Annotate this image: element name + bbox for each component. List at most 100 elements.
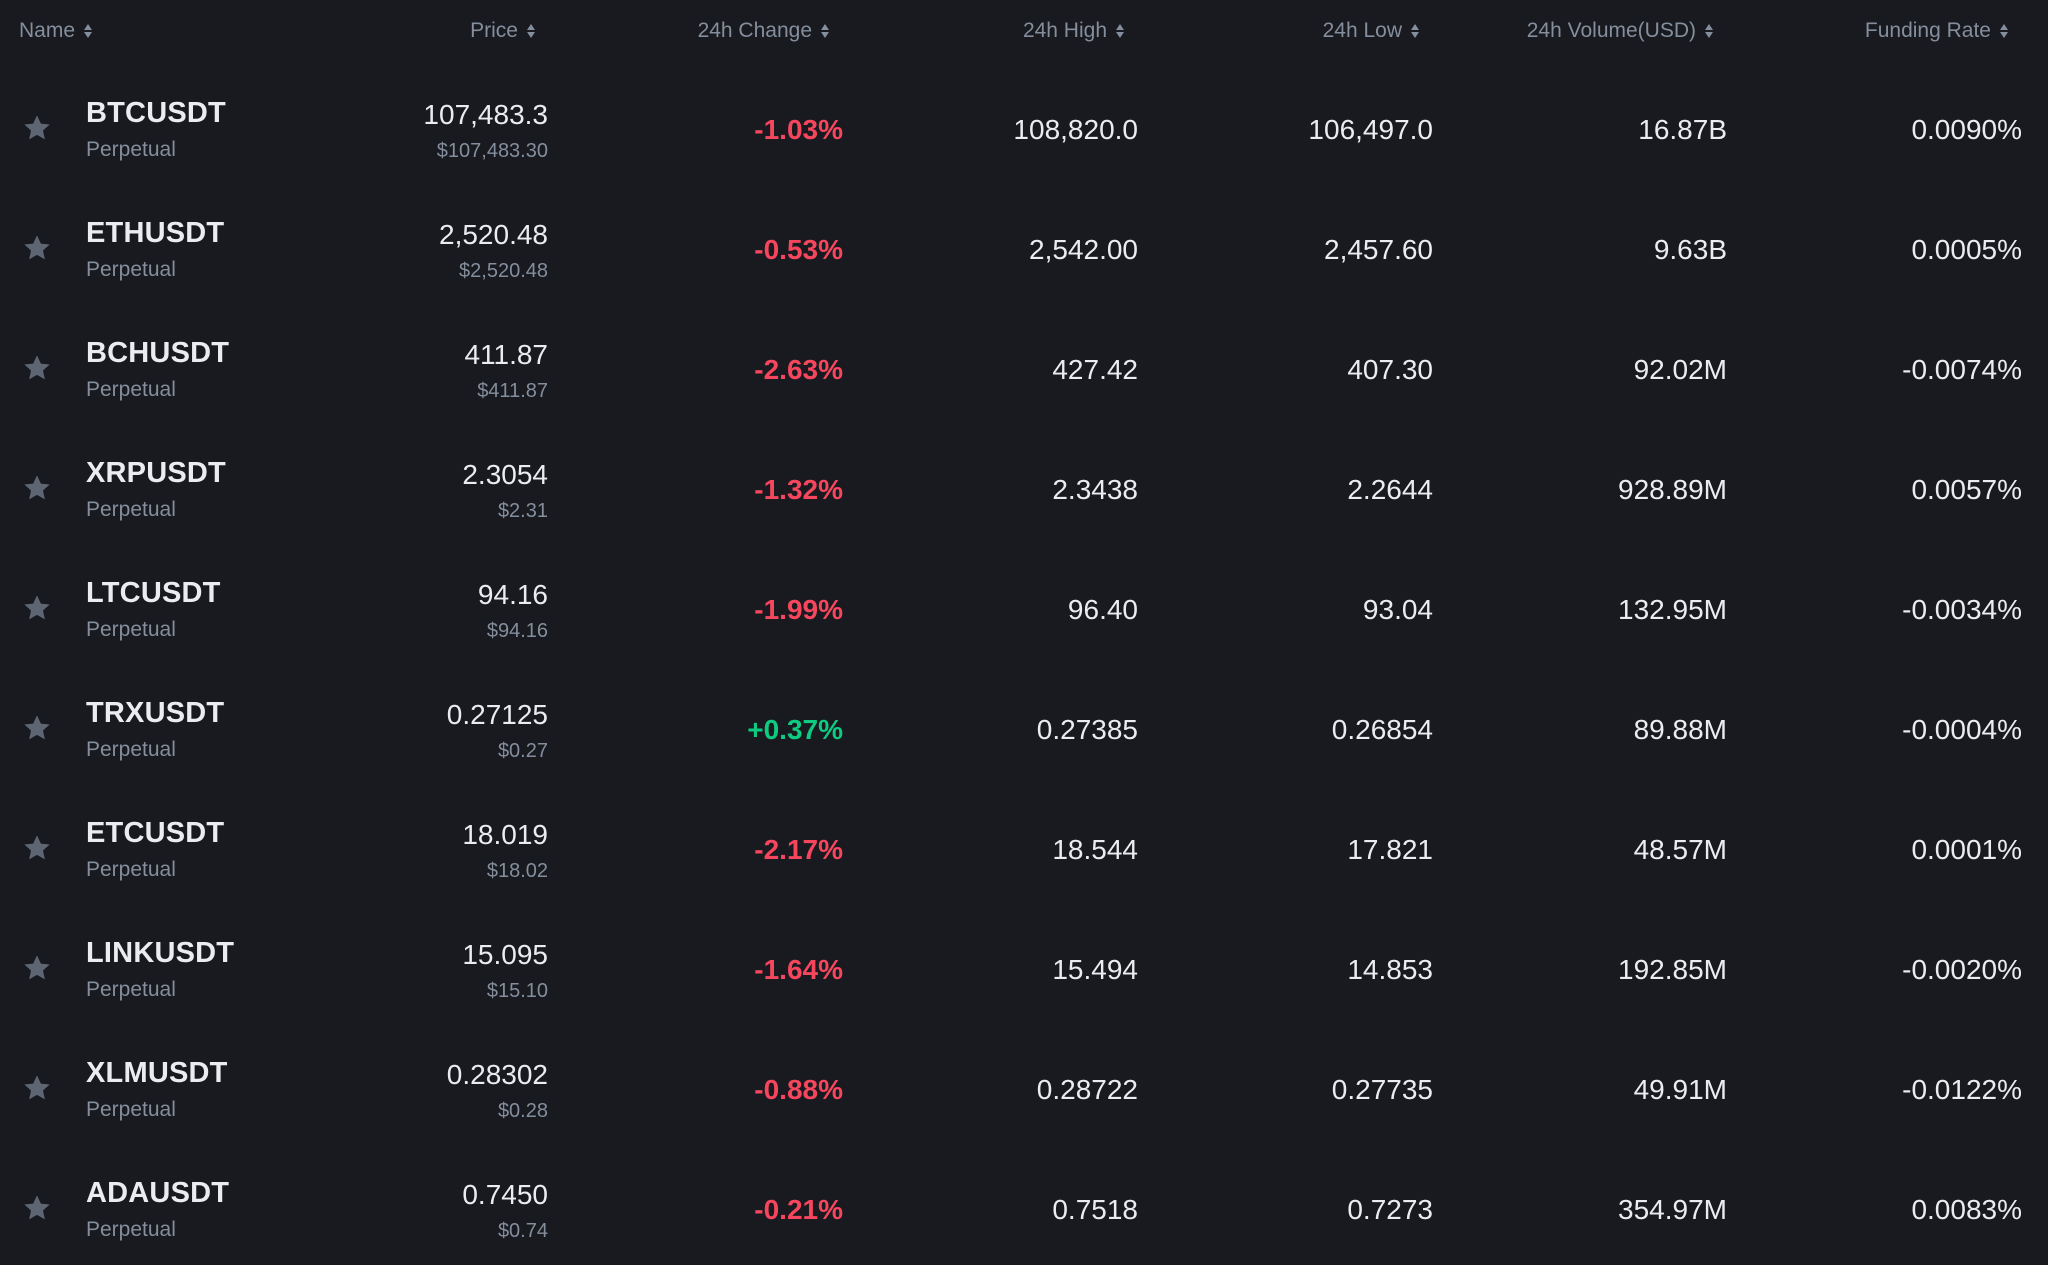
- price-usd: $0.28: [497, 1100, 548, 1122]
- table-row[interactable]: ETCUSDT Perpetual 18.019 $18.02 -2.17% 1…: [0, 792, 2048, 912]
- volume-24h: 354.97M: [1618, 1194, 1727, 1225]
- contract-type: Perpetual: [86, 1218, 176, 1241]
- last-price: 0.28302: [446, 1059, 548, 1090]
- symbol-name: ADAUSDT: [86, 1177, 230, 1209]
- price-usd: $0.27: [497, 740, 548, 762]
- sort-by-24h-low[interactable]: 24h Low: [1323, 16, 1421, 46]
- table-row[interactable]: ETHUSDT Perpetual 2,520.48 $2,520.48 -0.…: [0, 192, 2048, 312]
- table-row[interactable]: TRXUSDT Perpetual 0.27125 $0.27 +0.37% 0…: [0, 672, 2048, 792]
- table-row[interactable]: ADAUSDT Perpetual 0.7450 $0.74 -0.21% 0.…: [0, 1152, 2048, 1265]
- price-usd: $2,520.48: [459, 260, 548, 282]
- price-usd: $0.74: [497, 1220, 548, 1242]
- low-24h: 106,497.0: [1308, 114, 1433, 145]
- sort-by-24h-volume[interactable]: 24h Volume(USD): [1527, 16, 1715, 46]
- symbol-name: BCHUSDT: [86, 337, 230, 369]
- change-24h: -1.64%: [754, 954, 843, 985]
- sort-icon: [1411, 21, 1421, 41]
- price-usd: $2.31: [497, 500, 548, 522]
- star-icon[interactable]: [21, 952, 53, 984]
- sort-by-funding-rate[interactable]: Funding Rate: [1865, 16, 2010, 46]
- star-icon[interactable]: [21, 472, 53, 504]
- low-24h: 2,457.60: [1324, 234, 1433, 265]
- sort-by-price[interactable]: Price: [470, 16, 537, 46]
- sort-icon: [821, 21, 831, 41]
- price-usd: $411.87: [477, 380, 548, 402]
- high-24h: 0.7518: [1052, 1194, 1138, 1225]
- last-price: 411.87: [464, 339, 548, 370]
- sort-icon: [1116, 21, 1126, 41]
- change-24h: -1.99%: [754, 594, 843, 625]
- symbol-name: ETCUSDT: [86, 817, 225, 849]
- contract-type: Perpetual: [86, 858, 176, 881]
- symbol-name: ETHUSDT: [86, 217, 225, 249]
- table-row[interactable]: BTCUSDT Perpetual 107,483.3 $107,483.30 …: [0, 72, 2048, 192]
- price-usd: $107,483.30: [436, 140, 548, 162]
- contract-type: Perpetual: [86, 378, 176, 401]
- volume-24h: 16.87B: [1638, 114, 1727, 145]
- symbol-name: TRXUSDT: [86, 697, 225, 729]
- funding-rate: 0.0083%: [1911, 1194, 2022, 1225]
- change-24h: -0.53%: [754, 234, 843, 265]
- symbol-name: LTCUSDT: [86, 577, 221, 609]
- volume-24h: 48.57M: [1633, 834, 1727, 865]
- low-24h: 0.7273: [1347, 1194, 1433, 1225]
- change-24h: -0.21%: [754, 1194, 843, 1225]
- high-24h: 0.28722: [1036, 1074, 1138, 1105]
- star-icon[interactable]: [21, 832, 53, 864]
- column-header-24h-volume: 24h Volume(USD): [1526, 19, 1696, 42]
- change-24h: +0.37%: [747, 714, 843, 745]
- high-24h: 427.42: [1052, 354, 1138, 385]
- star-icon[interactable]: [21, 1072, 53, 1104]
- star-icon[interactable]: [21, 712, 53, 744]
- sort-icon: [84, 21, 94, 41]
- symbol-name: XLMUSDT: [86, 1057, 228, 1089]
- low-24h: 407.30: [1347, 354, 1433, 385]
- table-row[interactable]: XRPUSDT Perpetual 2.3054 $2.31 -1.32% 2.…: [0, 432, 2048, 552]
- high-24h: 2,542.00: [1029, 234, 1138, 265]
- funding-rate: -0.0020%: [1902, 954, 2022, 985]
- low-24h: 0.27735: [1331, 1074, 1433, 1105]
- star-icon[interactable]: [21, 112, 53, 144]
- high-24h: 18.544: [1052, 834, 1138, 865]
- volume-24h: 132.95M: [1618, 594, 1727, 625]
- sort-icon: [2000, 21, 2010, 41]
- table-row[interactable]: BCHUSDT Perpetual 411.87 $411.87 -2.63% …: [0, 312, 2048, 432]
- funding-rate: 0.0057%: [1911, 474, 2022, 505]
- contract-type: Perpetual: [86, 618, 176, 641]
- contract-type: Perpetual: [86, 978, 176, 1001]
- last-price: 0.7450: [462, 1179, 548, 1210]
- table-row[interactable]: LINKUSDT Perpetual 15.095 $15.10 -1.64% …: [0, 912, 2048, 1032]
- high-24h: 15.494: [1052, 954, 1138, 985]
- star-icon[interactable]: [21, 1192, 53, 1224]
- change-24h: -0.88%: [754, 1074, 843, 1105]
- sort-icon: [527, 21, 537, 41]
- star-icon[interactable]: [21, 232, 53, 264]
- sort-by-name[interactable]: Name: [19, 16, 94, 46]
- change-24h: -2.63%: [754, 354, 843, 385]
- contract-type: Perpetual: [86, 138, 176, 161]
- sort-by-24h-change[interactable]: 24h Change: [698, 16, 831, 46]
- sort-by-24h-high[interactable]: 24h High: [1023, 16, 1126, 46]
- volume-24h: 89.88M: [1633, 714, 1727, 745]
- price-usd: $18.02: [486, 860, 548, 882]
- low-24h: 0.26854: [1331, 714, 1433, 745]
- table-row[interactable]: LTCUSDT Perpetual 94.16 $94.16 -1.99% 96…: [0, 552, 2048, 672]
- last-price: 15.095: [462, 939, 548, 970]
- table-row[interactable]: XLMUSDT Perpetual 0.28302 $0.28 -0.88% 0…: [0, 1032, 2048, 1152]
- funding-rate: -0.0074%: [1902, 354, 2022, 385]
- star-icon[interactable]: [21, 592, 53, 624]
- volume-24h: 192.85M: [1618, 954, 1727, 985]
- high-24h: 2.3438: [1052, 474, 1138, 505]
- low-24h: 93.04: [1362, 594, 1433, 625]
- symbol-name: XRPUSDT: [86, 457, 226, 489]
- column-header-24h-change: 24h Change: [697, 19, 812, 42]
- contract-type: Perpetual: [86, 1098, 176, 1121]
- funding-rate: 0.0001%: [1911, 834, 2022, 865]
- contract-type: Perpetual: [86, 738, 176, 761]
- funding-rate: 0.0090%: [1911, 114, 2022, 145]
- high-24h: 0.27385: [1036, 714, 1138, 745]
- star-icon[interactable]: [21, 352, 53, 384]
- contract-type: Perpetual: [86, 498, 176, 521]
- column-header-24h-high: 24h High: [1022, 19, 1107, 42]
- volume-24h: 9.63B: [1653, 234, 1727, 265]
